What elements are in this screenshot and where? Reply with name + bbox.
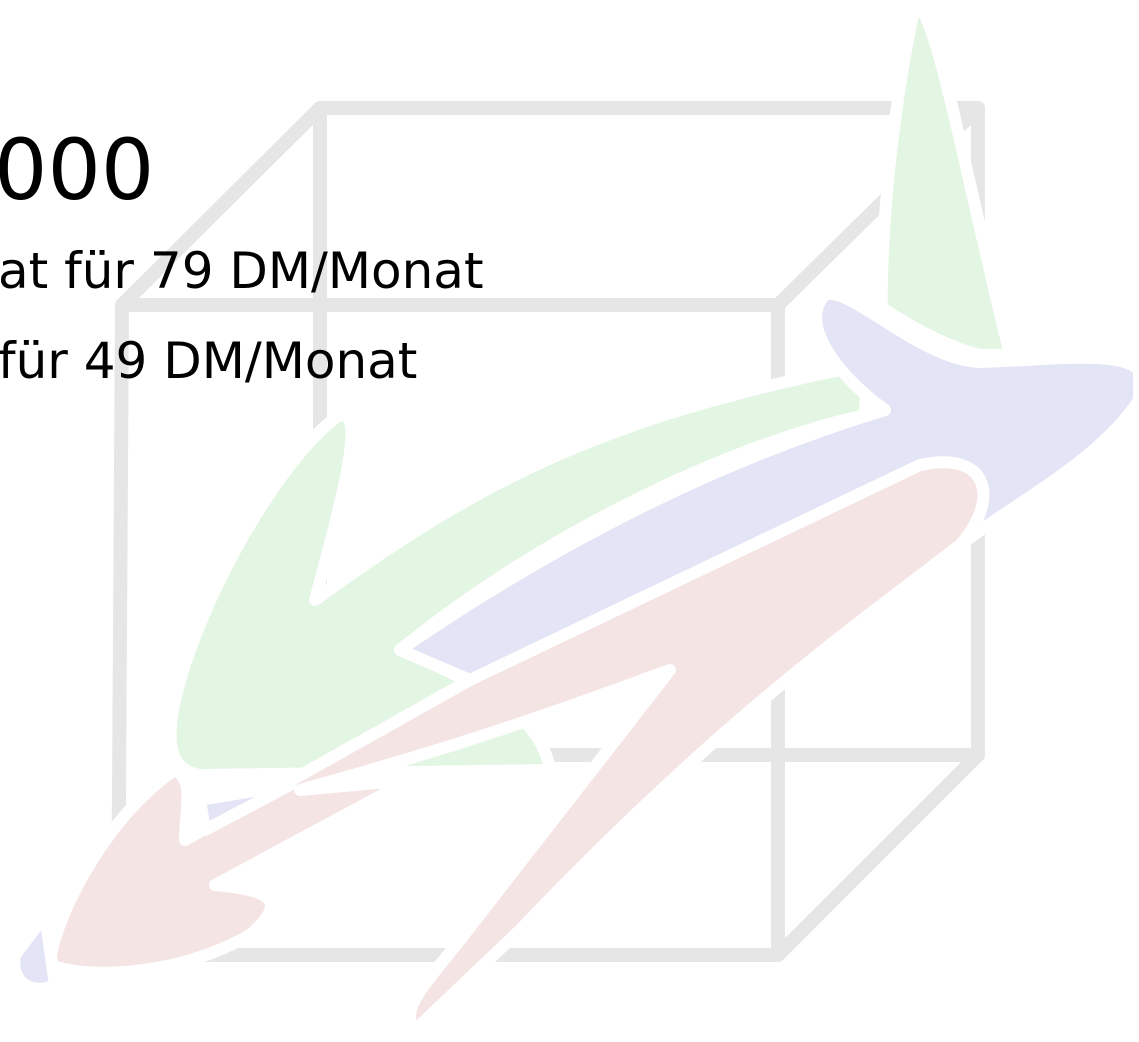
slide: {"slide": {"title": "000", "lines": ["at… xyxy=(0,0,1139,1042)
slide-line: at für 79 DM/Monat xyxy=(0,246,484,296)
slide-content: 000 at für 79 DM/Monat für 49 DM/Monat xyxy=(0,0,1139,1042)
slide-line: für 49 DM/Monat xyxy=(0,336,417,386)
slide-title: 000 xyxy=(0,128,154,212)
